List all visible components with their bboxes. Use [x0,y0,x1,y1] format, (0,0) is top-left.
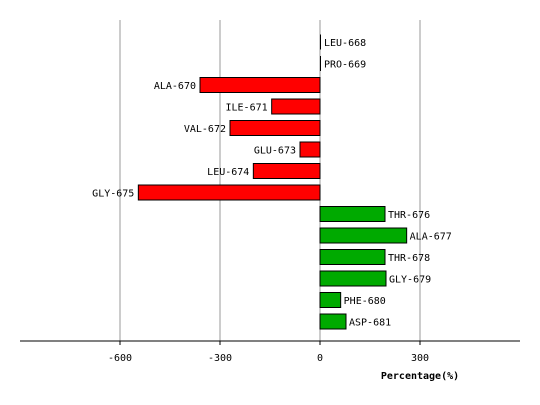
x-axis-label: Percentage(%) [381,371,459,382]
bar [319,206,386,222]
tick-label: -600 [108,353,132,364]
bar [319,292,342,308]
gridlines [119,20,421,341]
bar-label: ILE-671 [226,103,268,114]
bar-label: PRO-669 [324,60,366,71]
bar-label: GLY-679 [389,275,431,286]
tick-label: -300 [208,353,232,364]
bar-label: LEU-674 [207,167,249,178]
x-axis-ticks: -600 -300 0 300 [108,341,429,364]
bar-label: THR-676 [388,210,430,221]
bar [319,270,387,287]
bar-label: GLY-675 [92,189,134,200]
bar [299,141,321,158]
bar-label: VAL-672 [184,124,226,135]
bar [271,98,321,115]
tick-label: 300 [411,353,429,364]
bar-label: ASP-681 [349,318,391,329]
bar-label: LEU-668 [324,38,366,49]
bar [252,163,321,179]
bar [229,120,321,136]
bar [137,184,321,201]
bar [319,313,347,330]
bar [319,227,408,244]
bar [319,249,386,265]
bar-label: GLU-673 [254,146,296,157]
bar-label: ALA-677 [410,232,452,243]
bar-label: ALA-670 [154,81,196,92]
bar [199,77,321,93]
bar-label: PHE-680 [344,296,386,307]
bar-label: THR-678 [388,253,430,264]
tick-label: 0 [317,353,323,364]
bars [137,34,408,330]
